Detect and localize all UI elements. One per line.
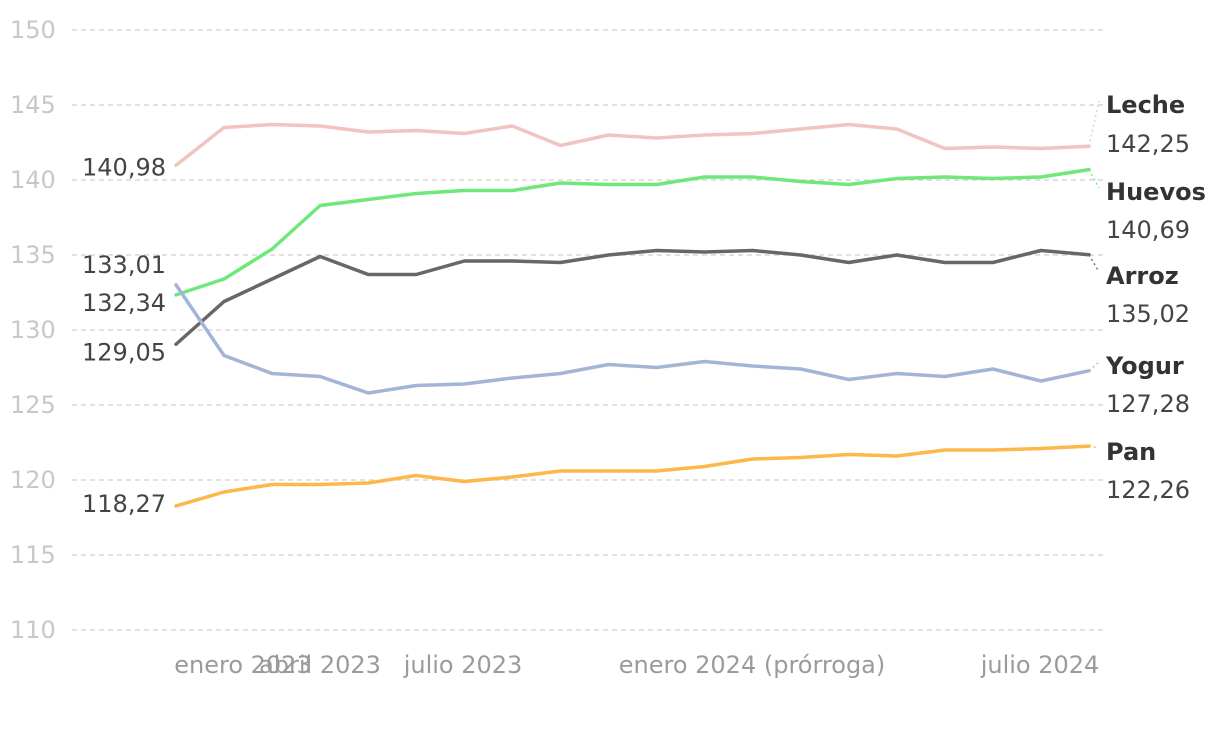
y-tick-label: 120 bbox=[10, 466, 56, 494]
series-lines bbox=[174, 122, 1091, 508]
x-tick-label: julio 2023 bbox=[403, 651, 523, 679]
start-label-huevos: 132,34 bbox=[82, 289, 166, 317]
end-value-leche: 142,25 bbox=[1106, 130, 1190, 158]
y-tick-label: 145 bbox=[10, 91, 56, 119]
y-tick-label: 150 bbox=[10, 16, 56, 44]
series-line-leche bbox=[174, 122, 1091, 168]
leader-line-pan bbox=[1088, 445, 1100, 449]
series-labels: 140,98 Leche 142,25 132,34 Huevos 140,69 129,0… bbox=[82, 91, 1206, 518]
y-axis-ticks: 150 145 140 135 130 125 120 115 110 bbox=[10, 16, 56, 644]
y-tick-label: 125 bbox=[10, 391, 56, 419]
end-value-huevos: 140,69 bbox=[1106, 216, 1190, 244]
y-tick-label: 140 bbox=[10, 166, 56, 194]
x-tick-label: abril 2023 bbox=[259, 651, 381, 679]
series-line-huevos bbox=[174, 167, 1091, 297]
end-value-yogur: 127,28 bbox=[1106, 390, 1190, 418]
x-tick-label: enero 2024 (prórroga) bbox=[619, 651, 886, 679]
start-label-yogur: 133,01 bbox=[82, 251, 166, 279]
end-name-leche: Leche bbox=[1106, 91, 1185, 119]
end-name-pan: Pan bbox=[1106, 438, 1156, 466]
series-line-pan bbox=[174, 444, 1091, 508]
leader-line-leche bbox=[1088, 100, 1100, 147]
y-tick-label: 110 bbox=[10, 616, 56, 644]
x-tick-label: julio 2024 bbox=[980, 651, 1100, 679]
series-line-yogur bbox=[174, 283, 1091, 395]
series-line-arroz bbox=[174, 248, 1091, 346]
start-label-arroz: 129,05 bbox=[82, 338, 166, 366]
leader-line-yogur bbox=[1088, 361, 1100, 372]
start-label-pan: 118,27 bbox=[82, 490, 166, 518]
leader-line-huevos bbox=[1088, 169, 1100, 189]
y-tick-label: 135 bbox=[10, 241, 56, 269]
y-tick-label: 130 bbox=[10, 316, 56, 344]
end-name-yogur: Yogur bbox=[1105, 352, 1184, 380]
end-value-pan: 122,26 bbox=[1106, 476, 1190, 504]
y-tick-label: 115 bbox=[10, 541, 56, 569]
end-value-arroz: 135,02 bbox=[1106, 300, 1190, 328]
end-name-arroz: Arroz bbox=[1106, 262, 1179, 290]
start-label-leche: 140,98 bbox=[82, 153, 166, 181]
leader-line-arroz bbox=[1088, 254, 1100, 273]
end-name-huevos: Huevos bbox=[1106, 178, 1206, 206]
grid-lines bbox=[72, 29, 1106, 631]
x-tick-label: enero 2023 bbox=[174, 651, 311, 679]
